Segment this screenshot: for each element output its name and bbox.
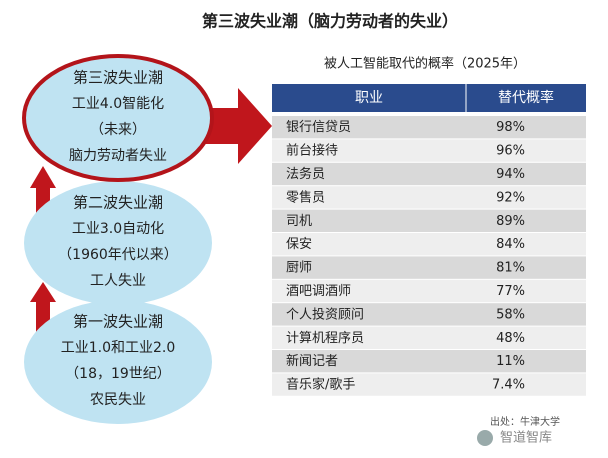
occupation: 厨师 (286, 261, 312, 276)
table-row (272, 256, 586, 279)
wave-line: 工业3.0自动化 (72, 221, 164, 237)
occupation: 前台接待 (286, 143, 338, 159)
arrow-head (30, 166, 56, 188)
probability: 98% (496, 120, 525, 135)
watermark-icon (477, 430, 493, 446)
table-title: 被人工智能取代的概率（2025年） (324, 56, 526, 72)
table-row (272, 350, 586, 373)
source: 出处：牛津大学 (490, 415, 560, 428)
title: 第三波失业潮（脑力劳动者的失业） (202, 12, 458, 31)
occupation: 法务员 (286, 166, 325, 182)
wave-line: 农民失业 (90, 392, 146, 408)
probability: 96% (496, 144, 525, 159)
probability: 48% (496, 331, 525, 346)
occupation: 银行信贷员 (286, 120, 351, 135)
wave-title: 第一波失业潮 (73, 313, 163, 331)
probability: 92% (496, 190, 525, 205)
probability: 81% (496, 261, 525, 276)
arrow-head (30, 282, 56, 302)
table-row (272, 139, 586, 162)
probability: 77% (496, 284, 525, 299)
wave-ellipse (24, 181, 212, 305)
table-row (272, 279, 586, 303)
table-row (272, 116, 586, 139)
occupation: 零售员 (286, 189, 325, 205)
table-row (272, 186, 586, 209)
occupation: 音乐家/歌手 (286, 377, 355, 393)
probability: 58% (496, 307, 525, 322)
occupation: 计算机程序员 (286, 331, 364, 346)
column-header: 替代概率 (498, 89, 554, 106)
table-row (272, 303, 586, 326)
probability: 89% (496, 214, 525, 229)
watermark: 智道智库 (500, 430, 552, 446)
table-header (272, 84, 586, 112)
table-row (272, 326, 586, 349)
table-row (272, 373, 586, 396)
wave-title: 第三波失业潮 (73, 69, 163, 87)
wave-line: （未来） (90, 122, 146, 138)
table-row (272, 233, 586, 256)
wave-line: （1960年代以来） (58, 247, 178, 263)
occupation: 个人投资顾问 (286, 306, 364, 322)
right-arrow (198, 88, 272, 164)
probability: 84% (496, 237, 525, 252)
wave-title: 第二波失业潮 (73, 194, 163, 212)
occupation: 保安 (286, 237, 312, 252)
table-row (272, 162, 586, 186)
probability: 7.4% (492, 378, 525, 393)
wave-ellipse (24, 300, 212, 424)
probability: 11% (496, 354, 525, 369)
wave-ellipse (22, 54, 214, 182)
table-row (272, 209, 586, 232)
occupation: 司机 (286, 214, 312, 229)
wave-line: （18，19世纪） (65, 366, 171, 382)
wave-line: 工人失业 (90, 273, 146, 289)
occupation: 新闻记者 (286, 353, 338, 369)
probability: 94% (496, 167, 525, 182)
wave-line: 脑力劳动者失业 (69, 148, 167, 164)
occupation: 酒吧调酒师 (286, 284, 351, 299)
wave-line: 工业1.0和工业2.0 (61, 340, 176, 356)
wave-line: 工业4.0智能化 (72, 96, 164, 112)
column-header: 职业 (355, 90, 383, 106)
